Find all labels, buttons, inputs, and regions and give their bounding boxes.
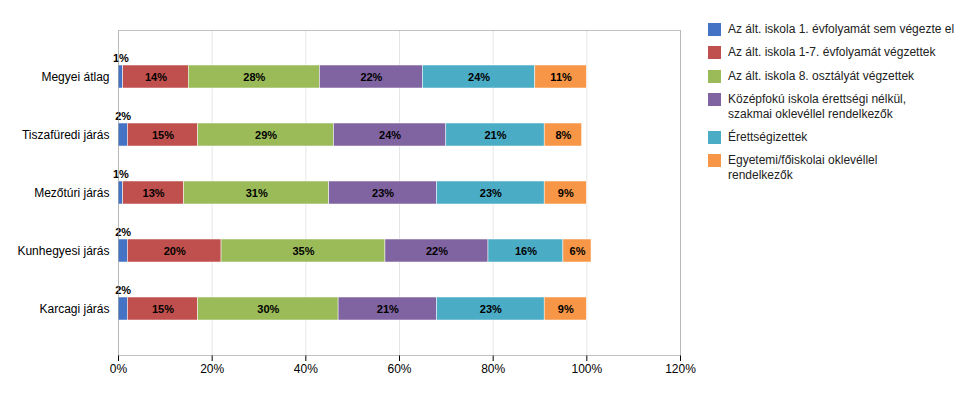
svg-text:24%: 24% (379, 129, 401, 141)
svg-text:100%: 100% (571, 362, 602, 376)
svg-text:1%: 1% (113, 52, 129, 64)
svg-text:21%: 21% (484, 129, 506, 141)
svg-text:Karcagi járás: Karcagi járás (39, 302, 109, 316)
svg-text:9%: 9% (558, 187, 574, 199)
svg-text:11%: 11% (550, 71, 572, 83)
svg-text:15%: 15% (152, 129, 174, 141)
svg-text:20%: 20% (200, 362, 224, 376)
svg-text:28%: 28% (243, 71, 265, 83)
svg-text:60%: 60% (387, 362, 411, 376)
svg-text:9%: 9% (558, 303, 574, 315)
svg-text:120%: 120% (665, 362, 696, 376)
svg-text:21%: 21% (377, 303, 399, 315)
svg-text:20%: 20% (164, 245, 186, 257)
html-text:Az ált. iskola 8. osztályát vé: Az ált. iskola 8. osztályát végzettek (728, 68, 915, 83)
svg-text:2%: 2% (115, 226, 131, 238)
svg-text:40%: 40% (294, 362, 318, 376)
svg-text:16%: 16% (515, 245, 537, 257)
svg-text:24%: 24% (468, 71, 490, 83)
svg-text:30%: 30% (257, 303, 279, 315)
svg-text:23%: 23% (480, 187, 502, 199)
svg-text:Mezőtúri járás: Mezőtúri járás (34, 186, 109, 200)
svg-text:23%: 23% (372, 187, 394, 199)
svg-text:23%: 23% (480, 303, 502, 315)
html-text:Középfokú iskola érettségi nél: Középfokú iskola érettségi nélkül, szakm… (728, 92, 907, 121)
svg-text:6%: 6% (570, 245, 586, 257)
svg-text:80%: 80% (481, 362, 505, 376)
svg-text:13%: 13% (143, 187, 165, 199)
svg-text:0%: 0% (110, 362, 128, 376)
svg-text:Megyei átlag: Megyei átlag (41, 70, 109, 84)
svg-text:Tiszafüredi járás: Tiszafüredi járás (22, 128, 110, 142)
svg-text:22%: 22% (360, 71, 382, 83)
svg-text:15%: 15% (152, 303, 174, 315)
html-text:Az ált. iskola 1-7. évfolyamát: Az ált. iskola 1-7. évfolyamát végzettek (728, 45, 936, 60)
svg-text:8%: 8% (555, 129, 571, 141)
html-text:Érettségizettek: Érettségizettek (728, 130, 808, 144)
svg-text:31%: 31% (246, 187, 268, 199)
svg-text:35%: 35% (292, 245, 314, 257)
svg-text:2%: 2% (115, 110, 131, 122)
html-text:Az ált. iskola 1. évfolyamát s: Az ált. iskola 1. évfolyamát sem végezte… (728, 22, 955, 36)
svg-text:14%: 14% (145, 71, 167, 83)
html-text:Egyetemi/főiskolai oklevéllel: Egyetemi/főiskolai oklevéllel rendelkező… (728, 153, 878, 182)
svg-text:29%: 29% (255, 129, 277, 141)
svg-text:2%: 2% (115, 284, 131, 296)
svg-text:1%: 1% (113, 168, 129, 180)
svg-text:Kunhegyesi járás: Kunhegyesi járás (17, 244, 109, 258)
svg-text:22%: 22% (426, 245, 448, 257)
